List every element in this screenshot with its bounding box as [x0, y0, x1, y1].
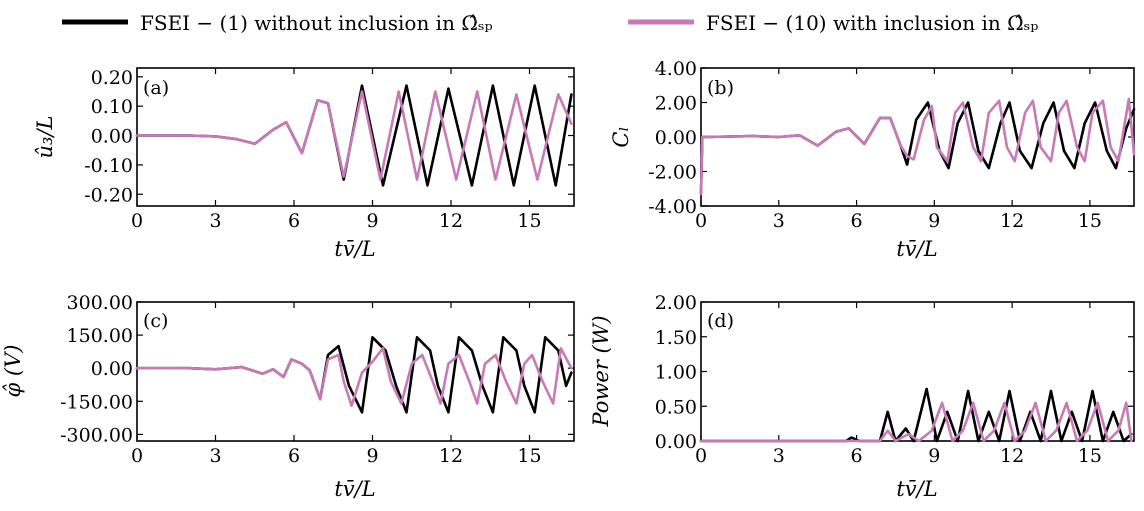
xtick-label-b-0: 0: [695, 210, 707, 232]
xtick-label-a-2: 6: [288, 210, 300, 232]
xtick-label-b-1: 3: [773, 210, 785, 232]
xtick-label-a-0: 0: [131, 210, 143, 232]
ylabel-a: û₃/L: [33, 116, 57, 159]
series-line-c-2: [135, 346, 573, 408]
panel-tag-d: (d): [707, 310, 734, 332]
plot-frame-c: [136, 301, 575, 442]
panel-a: 0 3 6 9 12 15 -0.20 -0.10 0.00 0.10 0.20 (a) tv̄/L…: [33, 67, 575, 261]
ytick-label-a-3: 0.10: [91, 96, 133, 118]
xtick-label-d-1: 3: [773, 445, 785, 467]
xtick-label-a-5: 15: [517, 210, 541, 232]
xtick-label-d-2: 6: [851, 445, 863, 467]
series-line-d-1: [699, 387, 1133, 443]
ytick-label-d-0: 0.00: [655, 431, 697, 453]
ytick-label-b-4: 4.00: [655, 58, 697, 80]
xtick-label-b-5: 15: [1078, 210, 1102, 232]
ticks-d: 0 3 6 9 12 15 0.00 0.50 1.00 1.50 2.00: [655, 292, 1134, 467]
xlabel-d: tv̄/L: [896, 477, 937, 501]
series-a: [135, 84, 573, 187]
ylabel-c: φ̂ (V): [1, 345, 25, 398]
ytick-label-c-4: 300.00: [67, 292, 133, 314]
legend-label-2: FSEI − (10) with inclusion in Ω̂ₛₚ: [706, 11, 1038, 35]
ticks-c: 0 3 6 9 12 15 -300.00 -150.00 0.00 150.00 300.00: [60, 292, 574, 467]
panel-tag-c: (c): [143, 310, 168, 332]
ytick-label-a-4: 0.20: [91, 67, 133, 89]
xtick-label-d-4: 12: [1000, 445, 1024, 467]
ytick-label-c-3: 150.00: [67, 325, 133, 347]
ytick-label-a-2: 0.00: [91, 126, 133, 148]
series-c: [135, 335, 573, 414]
ytick-label-b-3: 2.00: [655, 93, 697, 115]
ytick-label-d-3: 1.50: [655, 327, 697, 349]
ytick-label-b-0: -4.00: [648, 196, 697, 218]
xtick-label-c-4: 12: [439, 445, 463, 467]
ylabel-d: Power (W): [589, 315, 613, 427]
series-d: [699, 387, 1133, 443]
xlabel-c: tv̄/L: [334, 477, 375, 501]
xtick-label-a-3: 9: [366, 210, 378, 232]
xtick-label-c-2: 6: [288, 445, 300, 467]
plot-frame-a: [136, 67, 575, 207]
panel-b: 0 3 6 9 12 15 -4.00 -2.00 0.00 2.00 4.00 (b) tv̄/L…: [609, 58, 1136, 261]
xtick-label-d-5: 15: [1078, 445, 1102, 467]
xlabel-b: tv̄/L: [896, 237, 937, 261]
xtick-label-c-1: 3: [209, 445, 221, 467]
xtick-label-a-1: 3: [209, 210, 221, 232]
ytick-label-d-4: 2.00: [655, 292, 697, 314]
ticks-b: 0 3 6 9 12 15 -4.00 -2.00 0.00 2.00 4.00: [648, 58, 1134, 232]
xtick-label-d-3: 9: [928, 445, 940, 467]
xtick-label-c-3: 9: [366, 445, 378, 467]
panel-tag-b: (b): [707, 77, 734, 99]
xtick-label-d-0: 0: [695, 445, 707, 467]
ytick-label-b-1: -2.00: [648, 162, 697, 184]
ytick-label-d-2: 1.00: [655, 362, 697, 384]
ylabel-b: Cₗ: [609, 126, 633, 147]
series-b: [699, 97, 1136, 196]
xtick-label-a-4: 12: [439, 210, 463, 232]
xtick-label-c-0: 0: [131, 445, 143, 467]
xtick-label-b-2: 6: [851, 210, 863, 232]
legend: FSEI − (1) without inclusion in Ω̂ₛₚ FSE…: [62, 11, 1038, 35]
xtick-label-c-5: 15: [517, 445, 541, 467]
ytick-label-b-2: 0.00: [655, 127, 697, 149]
panel-tag-a: (a): [143, 77, 169, 99]
ticks-a: 0 3 6 9 12 15 -0.20 -0.10 0.00 0.10 0.20: [84, 67, 574, 232]
legend-label-1: FSEI − (1) without inclusion in Ω̂ₛₚ: [140, 11, 493, 35]
panel-d: 0 3 6 9 12 15 0.00 0.50 1.00 1.50 2.00 (d) tv̄/L P…: [589, 292, 1135, 501]
ytick-label-c-0: -300.00: [60, 424, 133, 446]
ytick-label-a-0: -0.20: [84, 184, 133, 206]
ytick-label-d-1: 0.50: [655, 396, 697, 418]
xtick-label-b-3: 9: [928, 210, 940, 232]
panel-c: 0 3 6 9 12 15 -300.00 -150.00 0.00 150.00 300.00 (…: [1, 292, 575, 501]
xtick-label-b-4: 12: [1000, 210, 1024, 232]
ytick-label-a-1: -0.10: [84, 155, 133, 177]
series-line-d-2: [699, 401, 1133, 443]
ytick-label-c-1: -150.00: [60, 391, 133, 413]
series-line-b-2: [699, 97, 1136, 196]
ytick-label-c-2: 0.00: [91, 358, 133, 380]
series-line-a-2: [135, 90, 573, 181]
xlabel-a: tv̄/L: [334, 237, 375, 261]
